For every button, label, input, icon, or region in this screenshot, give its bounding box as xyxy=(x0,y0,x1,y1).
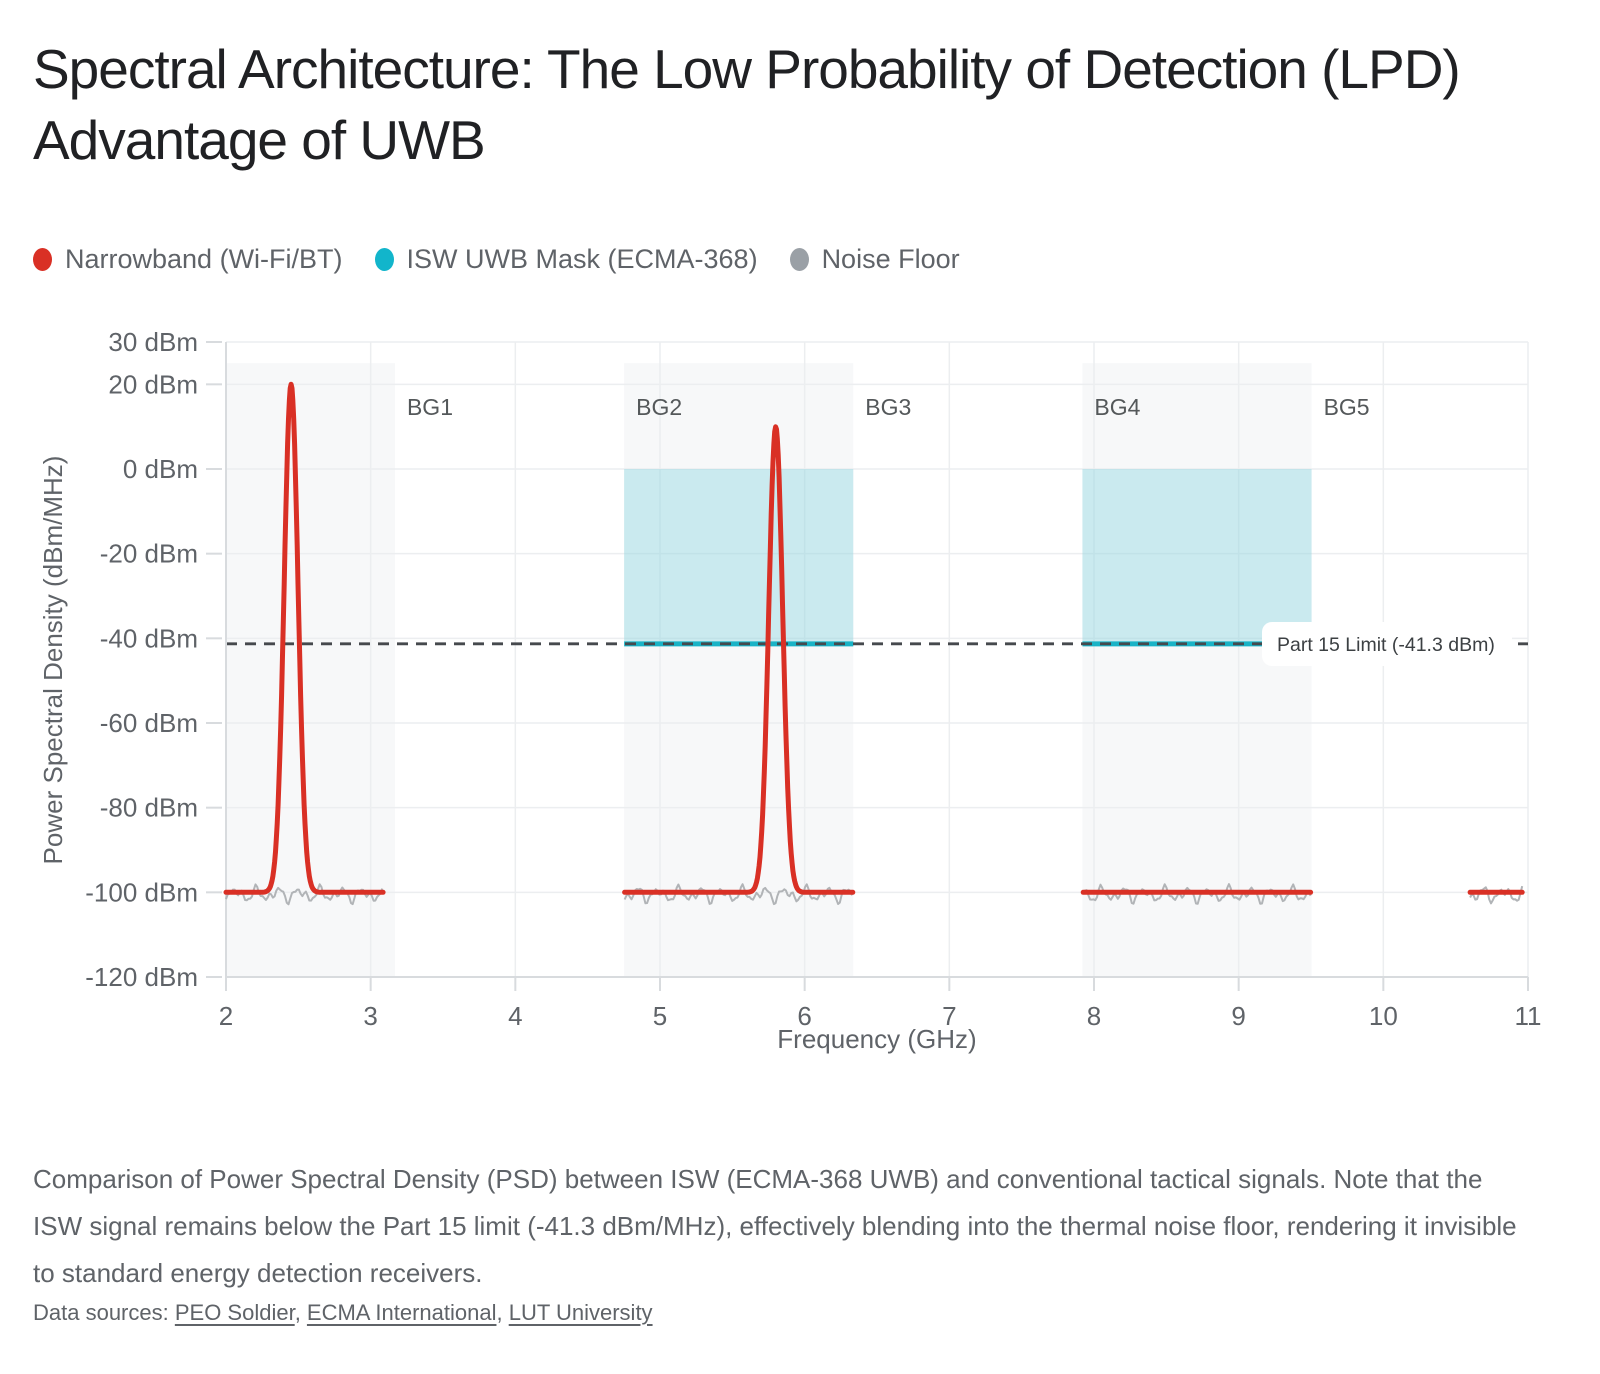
page-title: Spectral Architecture: The Low Probabili… xyxy=(33,38,1461,171)
x-axis-title: Frequency (GHz) xyxy=(777,1024,976,1054)
legend: Narrowband (Wi-Fi/BT) ISW UWB Mask (ECMA… xyxy=(33,244,960,275)
band-group-label: BG4 xyxy=(1094,394,1140,420)
y-tick-label: 30 dBm xyxy=(108,327,198,357)
band-group-label: BG5 xyxy=(1324,394,1370,420)
x-tick-label: 5 xyxy=(653,1001,667,1031)
y-tick-label: -100 dBm xyxy=(85,877,198,907)
uwb-mask-area xyxy=(624,468,854,644)
legend-label: Narrowband (Wi-Fi/BT) xyxy=(65,244,343,274)
source-link-lut[interactable]: LUT University xyxy=(508,1300,653,1325)
part15-label: Part 15 Limit (-41.3 dBm) xyxy=(1277,634,1495,656)
band-group-label: BG2 xyxy=(636,394,682,420)
source-link-ecma[interactable]: ECMA International xyxy=(306,1300,497,1325)
uwb-mask-area xyxy=(1082,468,1312,644)
x-tick-label: 7 xyxy=(942,1001,956,1031)
sources-prefix: Data sources: xyxy=(33,1300,175,1325)
x-tick-label: 11 xyxy=(1515,1001,1542,1031)
legend-item-narrowband: Narrowband (Wi-Fi/BT) xyxy=(33,244,343,275)
y-tick-label: 20 dBm xyxy=(108,369,198,399)
y-axis-title: Power Spectral Density (dBm/MHz) xyxy=(38,456,68,865)
legend-item-uwb-mask: ISW UWB Mask (ECMA-368) xyxy=(374,244,758,275)
legend-label: Noise Floor xyxy=(821,244,960,274)
y-tick-label: -20 dBm xyxy=(100,539,198,569)
chart-caption: Comparison of Power Spectral Density (PS… xyxy=(33,1164,1517,1288)
psd-chart: Part 15 Limit (-41.3 dBm) BG1 BG2 BG3 BG4 BG5… xyxy=(0,300,1600,1060)
part15-label-box xyxy=(1262,622,1512,666)
narrowband-dot-icon xyxy=(33,248,52,271)
band-group-label: BG1 xyxy=(407,394,453,420)
y-tick-label: -40 dBm xyxy=(100,623,198,653)
x-tick-label: 10 xyxy=(1369,1001,1398,1031)
narrowband-line xyxy=(622,424,856,895)
band-group-shading xyxy=(624,363,854,977)
band-group-shading xyxy=(1082,363,1312,977)
chart-svg: Part 15 Limit (-41.3 dBm) BG1 BG2 BG3 BG4 BG5… xyxy=(38,327,1542,1054)
sources-separator: , xyxy=(294,1300,307,1325)
band-group-label: BG3 xyxy=(865,394,911,420)
y-tick-label: 0 dBm xyxy=(123,454,198,484)
x-tick-label: 4 xyxy=(508,1001,522,1031)
y-tick-label: -80 dBm xyxy=(100,793,198,823)
narrowband-line xyxy=(223,381,386,895)
data-sources: Data sources: PEO Soldier, ECMA Internat… xyxy=(33,1300,653,1326)
y-tick-label: -120 dBm xyxy=(85,962,198,992)
legend-item-noise-floor: Noise Floor xyxy=(789,244,960,275)
sources-separator: , xyxy=(496,1300,509,1325)
legend-label: ISW UWB Mask (ECMA-368) xyxy=(406,244,758,274)
x-tick-label: 6 xyxy=(797,1001,811,1031)
uwb-mask-dot-icon xyxy=(374,248,394,271)
x-tick-label: 8 xyxy=(1087,1001,1101,1031)
noise-floor-dot-icon xyxy=(789,248,809,271)
x-tick-label: 3 xyxy=(363,1001,377,1031)
source-link-peo-soldier[interactable]: PEO Soldier xyxy=(174,1300,295,1325)
x-tick-label: 9 xyxy=(1231,1001,1245,1031)
x-tick-label: 2 xyxy=(219,1001,233,1031)
y-tick-label: -60 dBm xyxy=(100,708,198,738)
